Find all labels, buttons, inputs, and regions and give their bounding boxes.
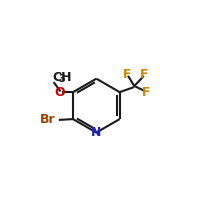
Text: N: N (91, 126, 102, 139)
Text: O: O (55, 86, 65, 99)
Text: CH: CH (52, 71, 72, 84)
Text: F: F (123, 68, 132, 81)
Text: F: F (142, 86, 150, 99)
Text: Br: Br (40, 113, 55, 126)
Text: 3: 3 (58, 74, 65, 84)
Text: F: F (140, 68, 149, 81)
